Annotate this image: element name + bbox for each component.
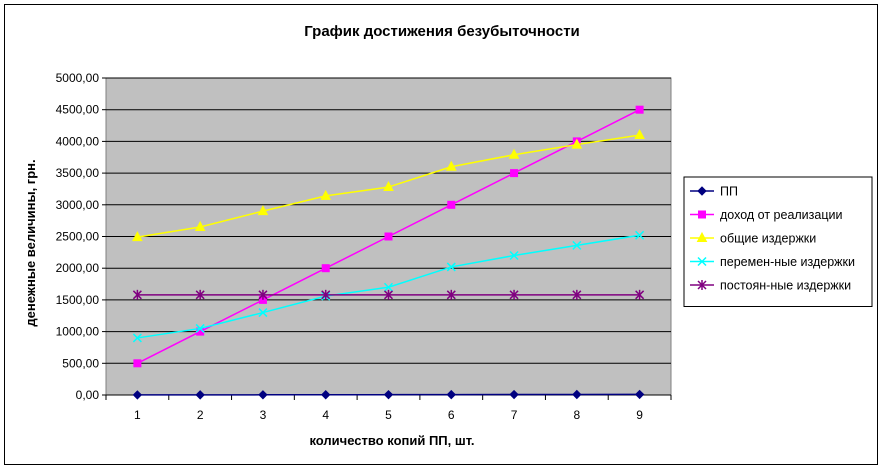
y-tick-label: 5000,00 [56,71,100,85]
legend-marker-0 [697,186,707,196]
x-tick-label: 8 [573,408,580,422]
data-point-s1-3 [321,264,330,273]
data-point-s4-3 [321,289,331,300]
y-tick-label: 500,00 [62,356,99,370]
data-point-s2-5 [445,160,457,171]
data-point-s2-3 [320,189,332,200]
data-point-s3-5-stroke [446,262,456,272]
data-point-s0-6 [509,389,519,400]
legend-marker-1 [698,210,706,219]
data-point-s2-7 [571,138,583,149]
data-point-s2-6 [508,148,520,159]
legend: ПП доход от реализации общие издержки перем… [683,176,873,307]
plot-layer: 0,00 500,00 1000,00 1500,00 2000,00 2500,00 30… [56,71,672,422]
x-tick-label: 5 [385,408,392,422]
legend-marker-3 [697,256,707,267]
data-point-s3-7 [572,240,582,250]
data-point-s2-4 [383,180,394,192]
data-point-s3-0-stroke [132,333,142,343]
data-point-s0-0 [132,390,143,400]
y-tick-label: 4000,00 [56,134,100,148]
legend-label-2: общие издержки [720,232,816,246]
x-tick-label: 9 [636,408,643,422]
data-point-s0-3 [321,390,331,400]
y-axis-label: денежные величины, грн. [23,159,38,326]
data-point-s4-8 [635,289,645,300]
data-point-s4-5 [446,289,456,300]
legend-label-3: перемен-ные издержки [720,255,855,269]
x-tick-label: 1 [134,408,141,422]
y-tick-label: 4500,00 [56,103,100,117]
legend-label-4: постоян-ные издержки [720,279,851,293]
data-point-s3-1 [195,323,205,333]
data-point-s4-0 [132,289,142,300]
data-point-s3-4-stroke [383,282,394,292]
data-point-s1-0 [133,359,142,368]
data-point-s0-1 [195,390,205,400]
data-point-s3-0 [132,333,142,343]
data-point-s3-8 [635,230,645,240]
data-point-s3-2-stroke [258,308,268,318]
data-point-s1-5 [447,200,456,209]
data-point-s3-5 [446,262,456,272]
data-point-s4-6 [509,289,519,300]
data-point-s0-2 [258,390,268,400]
chart-svg: График достижения безубыточности 0,00 500… [23,23,873,448]
data-point-s3-4 [383,282,394,292]
data-point-s0-4 [383,389,394,400]
data-point-s3-1-stroke [195,323,205,333]
x-tick-label: 4 [322,408,329,422]
y-tick-label: 1500,00 [56,293,100,307]
y-tick-label: 3000,00 [56,198,100,212]
data-point-s1-8 [635,105,644,114]
x-tick-label: 6 [448,408,455,422]
data-point-s0-8 [634,389,645,400]
legend-box [683,176,873,307]
legend-label-0: ПП [720,185,738,199]
data-point-s3-7-stroke [572,240,582,250]
data-point-s4-7 [572,289,582,300]
data-point-s2-1 [194,220,206,231]
data-point-s0-5 [446,389,456,400]
data-point-s2-0 [132,231,143,242]
x-tick-label: 7 [511,408,518,422]
data-point-s3-2 [258,308,268,318]
data-point-s3-6-stroke [509,250,519,261]
data-point-s4-2 [258,289,268,300]
data-point-s4-1 [195,289,205,300]
y-tick-label: 2500,00 [56,230,100,244]
legend-marker-4 [697,280,707,290]
legend-marker-2 [696,231,708,242]
data-point-s4-4 [383,289,394,300]
legend-marker-3-stroke [697,256,707,267]
x-tick-label: 3 [260,408,267,422]
chart-title: График достижения безубыточности [304,23,580,40]
y-tick-label: 0,00 [76,388,100,402]
y-tick-label: 1000,00 [56,325,100,339]
data-point-s3-8-stroke [635,230,645,240]
y-tick-label: 3500,00 [56,166,100,180]
legend-label-1: доход от реализации [720,208,842,222]
chart-area: График достижения безубыточности 0,00 500… [4,4,878,465]
x-axis-label: количество копий ПП, шт. [309,433,474,448]
data-point-s2-2 [257,205,269,216]
data-point-s2-8 [634,128,645,140]
data-point-s1-4 [384,232,393,241]
data-point-s3-6 [509,250,519,261]
data-point-s0-7 [572,389,582,400]
data-point-s1-6 [510,169,519,178]
x-tick-label: 2 [197,408,204,422]
y-tick-label: 2000,00 [56,261,100,275]
